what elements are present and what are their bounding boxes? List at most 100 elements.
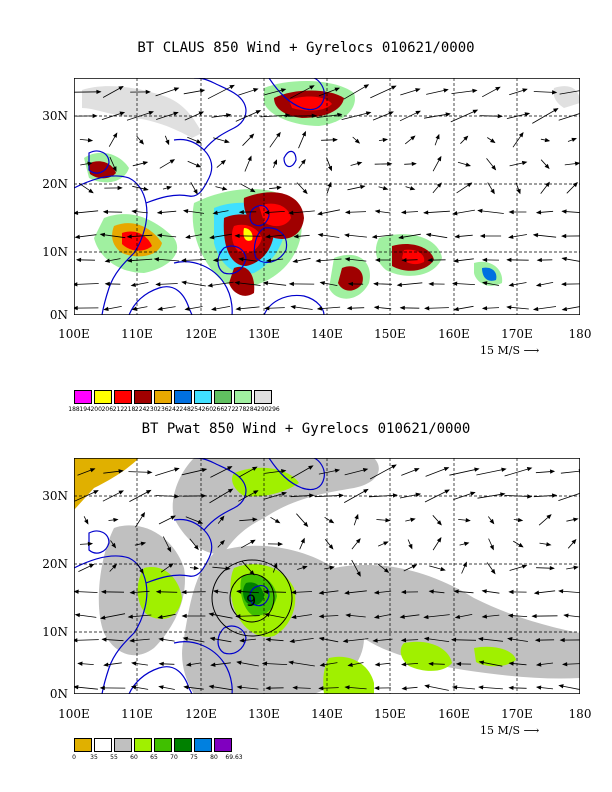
wind-arrowhead — [526, 467, 533, 472]
wind-arrowhead — [535, 662, 542, 667]
wind-arrow — [316, 258, 342, 262]
legend-swatch — [94, 738, 112, 752]
wind-arrow — [341, 112, 371, 120]
wind-arrowhead — [87, 541, 94, 547]
legend-level-label: 272 — [223, 406, 236, 413]
wind-arrowhead — [185, 234, 191, 239]
wind-arrowhead — [285, 113, 291, 118]
wind-arrowhead — [371, 234, 378, 239]
wind-arrowhead — [158, 661, 164, 667]
claus-wind-map — [74, 78, 580, 315]
wind-arrowhead — [208, 684, 214, 689]
wind-arrowhead — [398, 235, 404, 240]
wind-arrowhead — [130, 282, 137, 287]
legend-level-label: 69.63 — [225, 754, 243, 761]
system-number-label: 9 — [246, 591, 256, 610]
wind-arrowhead — [444, 489, 450, 494]
wind-arrowhead — [84, 519, 89, 525]
legend-level-label: 188 — [68, 406, 80, 413]
wind-arrow — [397, 282, 423, 286]
wind-arrowhead — [88, 188, 94, 194]
legend-swatch — [194, 738, 212, 752]
wind-arrowhead — [138, 139, 144, 145]
pwat-wind-map: 9 — [74, 458, 580, 694]
wind-arrowhead — [291, 614, 297, 620]
wind-arrowhead — [401, 686, 407, 691]
wind-arrowhead — [249, 570, 255, 576]
wind-arrowhead — [104, 281, 110, 287]
legend-level-label: 70 — [170, 754, 178, 761]
wind-arrowhead — [332, 137, 338, 143]
legend-level-label: 224 — [134, 406, 147, 413]
wind-arrowhead — [382, 186, 389, 191]
wind-arrowhead — [103, 662, 109, 667]
wind-arrowhead — [535, 210, 542, 215]
wind-arrowhead — [410, 135, 416, 141]
wind-arrowhead — [281, 491, 288, 496]
wind-arrow — [127, 234, 153, 238]
wind-arrowhead — [436, 182, 442, 188]
wind-arrowhead — [126, 258, 133, 263]
wind-arrowhead — [181, 589, 187, 595]
wind-arrowhead — [346, 305, 352, 311]
wind-arrow — [532, 108, 558, 124]
wind-arrowhead — [111, 542, 117, 549]
lon-label-120e: 120E — [185, 707, 217, 721]
wind-arrowhead — [255, 110, 262, 115]
lat-label-30n: 30N — [42, 109, 68, 123]
wind-arrowhead — [521, 564, 528, 569]
wind-arrowhead — [443, 467, 450, 472]
wind-arrowhead — [344, 233, 350, 238]
wind-arrowhead — [508, 209, 514, 215]
wind-arrowhead — [261, 661, 268, 666]
wind-arrowhead — [168, 563, 174, 568]
wind-arrowhead — [481, 306, 488, 311]
wind-arrowhead — [399, 305, 405, 311]
wind-arrowhead — [415, 88, 421, 93]
wind-arrowhead — [226, 113, 232, 118]
wind-arrowhead — [318, 636, 325, 642]
wind-arrowhead — [558, 684, 564, 689]
wind-arrowhead — [455, 661, 462, 667]
coastlines — [74, 78, 325, 315]
lon-label-140e: 140E — [311, 327, 343, 341]
wind-arrowhead — [77, 661, 83, 666]
wind-arrowhead — [463, 541, 470, 546]
wind-arrowhead — [212, 589, 219, 594]
wind-arrowhead — [139, 568, 144, 575]
legend-swatch — [254, 390, 272, 404]
wind-arrowhead — [344, 210, 351, 215]
wind-arrowhead — [235, 614, 241, 619]
wind-arrow — [74, 639, 99, 641]
wind-arrowhead — [344, 590, 350, 595]
wind-arrowhead — [549, 565, 555, 571]
lat-label-0n: 0N — [49, 687, 68, 701]
wind-arrowhead — [234, 233, 240, 239]
legend-level-label: 284 — [246, 406, 258, 413]
wind-arrowhead — [87, 161, 93, 166]
wind-arrowhead — [409, 186, 416, 191]
wind-arrowhead — [563, 613, 569, 618]
wind-arrowhead — [262, 281, 269, 286]
wind-arrowhead — [112, 132, 118, 138]
wind-arrowhead — [96, 89, 102, 95]
wind-arrowhead — [553, 108, 559, 113]
wind-arrowhead — [75, 257, 82, 263]
wind-arrowhead — [74, 613, 81, 618]
wind-arrowhead — [452, 281, 458, 286]
legend-level-label: 260 — [201, 406, 214, 413]
wind-arrowhead — [342, 638, 348, 644]
wind-arrow — [559, 685, 580, 690]
wind-arrow — [74, 283, 99, 285]
wind-arrowhead — [545, 181, 550, 187]
wind-arrowhead — [508, 685, 514, 691]
wind-arrow — [424, 614, 450, 618]
wind-arrowhead — [522, 88, 528, 93]
wind-arrowhead — [212, 257, 218, 263]
wind-arrow — [235, 110, 261, 122]
wind-arrowhead — [158, 685, 164, 690]
wind-arrowhead — [516, 188, 521, 195]
legend-level-label: 75 — [190, 754, 198, 761]
wind-arrowhead — [508, 282, 514, 287]
legend-level-label: 296 — [268, 406, 280, 413]
